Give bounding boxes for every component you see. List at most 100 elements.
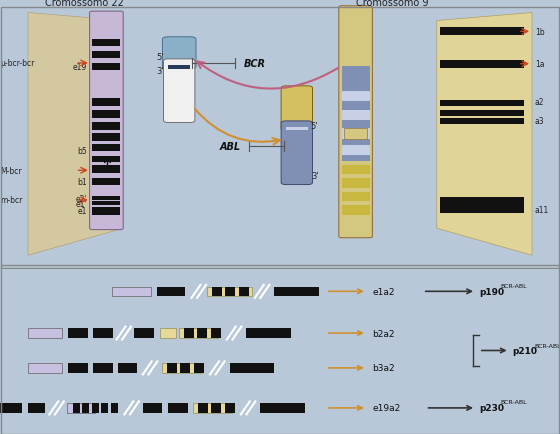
Bar xyxy=(92,403,99,413)
Text: M-bcr: M-bcr xyxy=(0,166,22,175)
Bar xyxy=(28,329,62,338)
Text: e19: e19 xyxy=(73,63,87,72)
Text: b3a2: b3a2 xyxy=(372,364,395,372)
Text: 3': 3' xyxy=(311,172,319,181)
Bar xyxy=(211,403,221,413)
Bar xyxy=(93,329,113,338)
Bar xyxy=(92,52,120,59)
Bar xyxy=(184,329,194,338)
Bar xyxy=(92,99,120,106)
Bar xyxy=(179,329,218,338)
Text: Cromossomo 22: Cromossomo 22 xyxy=(45,0,123,8)
Bar xyxy=(246,329,291,338)
Polygon shape xyxy=(28,13,123,256)
Bar xyxy=(92,202,120,206)
Bar xyxy=(342,129,370,140)
FancyArrowPatch shape xyxy=(274,277,286,301)
Bar xyxy=(274,287,319,296)
Text: e1: e1 xyxy=(77,207,87,216)
Bar xyxy=(342,192,370,202)
Bar xyxy=(198,403,208,413)
Bar xyxy=(92,157,120,163)
Bar xyxy=(134,329,154,338)
Text: 1a: 1a xyxy=(535,60,544,69)
Text: BCR-ABL: BCR-ABL xyxy=(534,343,560,348)
Bar xyxy=(197,329,207,338)
FancyArrowPatch shape xyxy=(197,62,338,89)
Bar xyxy=(92,134,120,141)
Text: 1b: 1b xyxy=(535,28,544,37)
Bar xyxy=(73,403,80,413)
Bar xyxy=(440,100,524,106)
Bar xyxy=(440,198,524,214)
Bar xyxy=(168,403,188,413)
Polygon shape xyxy=(437,13,532,256)
Bar xyxy=(207,287,252,296)
FancyBboxPatch shape xyxy=(90,12,123,230)
Bar xyxy=(260,403,305,413)
Bar xyxy=(286,127,308,131)
Text: 5': 5' xyxy=(311,122,318,131)
Text: e1a2: e1a2 xyxy=(372,287,395,296)
Bar xyxy=(162,363,202,373)
Bar xyxy=(342,110,370,121)
Bar xyxy=(92,208,120,215)
Bar xyxy=(92,39,120,47)
Bar xyxy=(92,197,120,201)
Text: BCR: BCR xyxy=(244,59,265,69)
Bar xyxy=(342,145,370,156)
Bar xyxy=(92,123,120,131)
Bar xyxy=(92,64,120,71)
Bar xyxy=(440,111,524,117)
Text: e2': e2' xyxy=(75,194,87,203)
Bar xyxy=(440,61,524,69)
Bar xyxy=(68,363,88,373)
Bar xyxy=(194,363,204,373)
Text: a3: a3 xyxy=(535,117,544,125)
Bar xyxy=(101,403,108,413)
Bar xyxy=(193,403,232,413)
Bar xyxy=(82,403,89,413)
Bar xyxy=(342,206,370,215)
Text: a2: a2 xyxy=(535,98,544,107)
Bar xyxy=(440,28,524,36)
Bar xyxy=(168,66,190,70)
Bar xyxy=(67,403,95,413)
Text: 5': 5' xyxy=(156,53,164,62)
Bar xyxy=(68,329,88,338)
FancyBboxPatch shape xyxy=(281,87,312,132)
Bar xyxy=(342,179,370,188)
Bar xyxy=(160,329,176,338)
Bar xyxy=(342,92,370,102)
Bar xyxy=(143,403,162,413)
Text: m-bcr: m-bcr xyxy=(0,196,22,205)
FancyArrowPatch shape xyxy=(195,110,279,145)
FancyBboxPatch shape xyxy=(162,38,196,70)
Bar xyxy=(92,111,120,118)
Text: 3': 3' xyxy=(156,67,164,76)
Text: e1': e1' xyxy=(75,200,87,208)
Bar xyxy=(28,363,62,373)
Bar xyxy=(92,145,120,152)
Bar xyxy=(225,403,235,413)
Bar xyxy=(212,287,222,296)
Bar xyxy=(92,166,120,174)
Text: μ-bcr-bcr: μ-bcr-bcr xyxy=(0,59,34,68)
Text: ABL: ABL xyxy=(220,141,241,151)
Bar xyxy=(112,287,151,296)
Text: p230: p230 xyxy=(479,404,504,412)
Text: BCR-ABL: BCR-ABL xyxy=(501,283,528,288)
Text: b2a2: b2a2 xyxy=(372,329,395,338)
Text: b5: b5 xyxy=(77,146,87,155)
Text: p190: p190 xyxy=(479,287,504,296)
Text: Cromossomo 9: Cromossomo 9 xyxy=(356,0,428,8)
Bar xyxy=(157,287,185,296)
Bar xyxy=(0,403,22,413)
Text: e19a2: e19a2 xyxy=(372,404,400,412)
Bar xyxy=(230,363,274,373)
Text: p210: p210 xyxy=(512,346,538,355)
FancyBboxPatch shape xyxy=(164,60,195,123)
FancyBboxPatch shape xyxy=(339,7,372,238)
Bar xyxy=(344,129,367,140)
FancyBboxPatch shape xyxy=(281,122,312,185)
